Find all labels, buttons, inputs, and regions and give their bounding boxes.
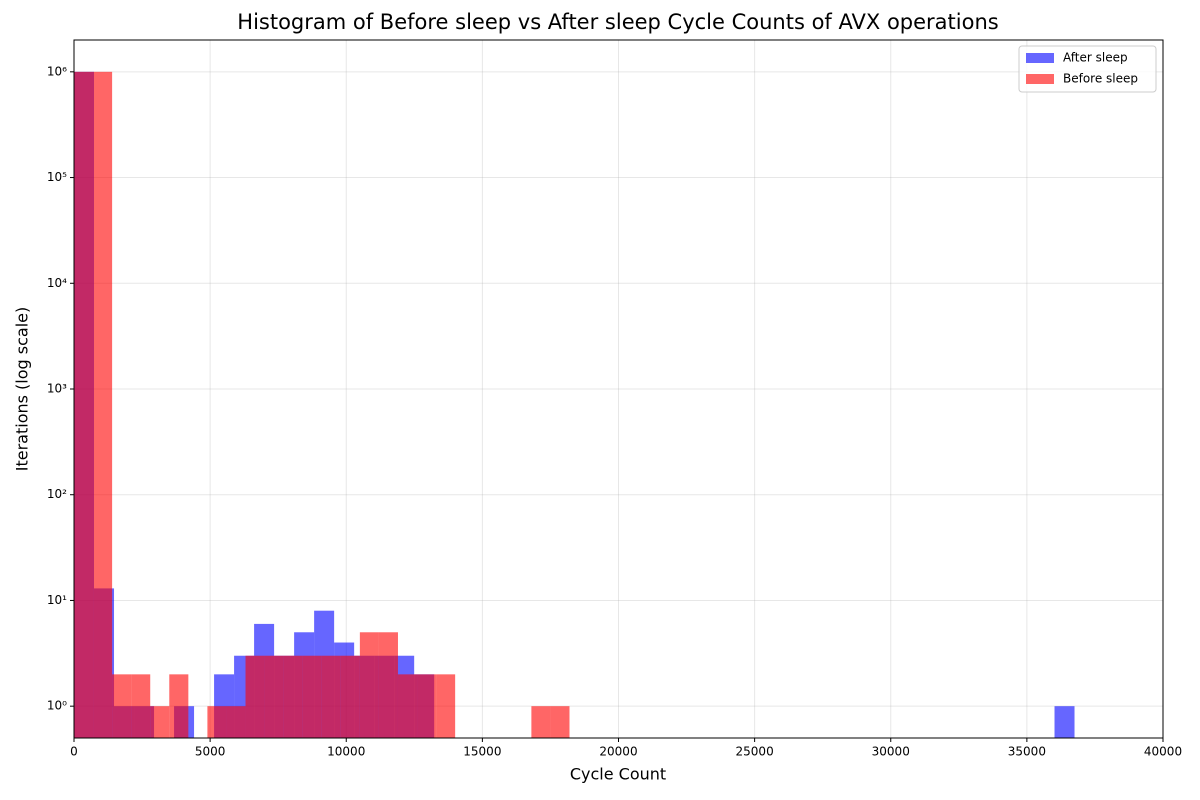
plot-frame bbox=[73, 39, 1164, 739]
histogram-bar bbox=[74, 71, 94, 738]
y-tick-label: 10³ bbox=[47, 382, 67, 396]
y-tick-label: 10⁴ bbox=[47, 276, 67, 290]
histogram-bar bbox=[531, 706, 551, 738]
histogram-bar bbox=[436, 674, 456, 738]
legend-label: After sleep bbox=[1063, 51, 1128, 65]
histogram-bar bbox=[397, 674, 418, 738]
histogram-bar bbox=[340, 655, 360, 738]
x-tick-label: 15000 bbox=[463, 745, 501, 759]
histogram-bar bbox=[302, 655, 322, 738]
histogram-bar bbox=[321, 655, 341, 738]
y-tick-label: 10⁰ bbox=[47, 699, 67, 713]
y-tick-label: 10⁶ bbox=[47, 64, 67, 78]
histogram-bar bbox=[264, 655, 284, 738]
histogram-bar bbox=[93, 71, 113, 738]
x-tick-label: 20000 bbox=[599, 745, 637, 759]
histogram-bar bbox=[1054, 706, 1075, 738]
x-tick-label: 0 bbox=[70, 745, 78, 759]
histogram-bar bbox=[417, 674, 437, 738]
histogram-bar bbox=[169, 674, 189, 738]
legend-swatch bbox=[1026, 74, 1054, 84]
histogram-bar bbox=[359, 632, 379, 738]
legend-swatch bbox=[1026, 53, 1054, 63]
y-axis-label: Iterations (log scale) bbox=[13, 307, 32, 471]
y-tick-label: 10⁵ bbox=[47, 170, 67, 184]
histogram-bar bbox=[226, 706, 246, 738]
histogram-bar bbox=[131, 674, 151, 738]
y-tick-label: 10¹ bbox=[47, 593, 67, 607]
histogram-bar bbox=[112, 674, 132, 738]
x-tick-label: 5000 bbox=[195, 745, 226, 759]
histogram-bar bbox=[283, 655, 303, 738]
histogram-bar bbox=[207, 706, 227, 738]
histogram-bar bbox=[550, 706, 570, 738]
y-tick-label: 10² bbox=[47, 487, 67, 501]
chart-title: Histogram of Before sleep vs After sleep… bbox=[237, 10, 998, 34]
x-tick-label: 10000 bbox=[327, 745, 365, 759]
x-tick-label: 40000 bbox=[1144, 745, 1182, 759]
x-tick-label: 30000 bbox=[872, 745, 910, 759]
legend-label: Before sleep bbox=[1063, 72, 1138, 86]
x-tick-label: 25000 bbox=[736, 745, 774, 759]
x-tick-label: 35000 bbox=[1008, 745, 1046, 759]
histogram-bar bbox=[378, 632, 398, 738]
histogram-bar bbox=[150, 706, 170, 738]
x-axis-label: Cycle Count bbox=[570, 765, 666, 784]
histogram-bar bbox=[245, 655, 265, 738]
